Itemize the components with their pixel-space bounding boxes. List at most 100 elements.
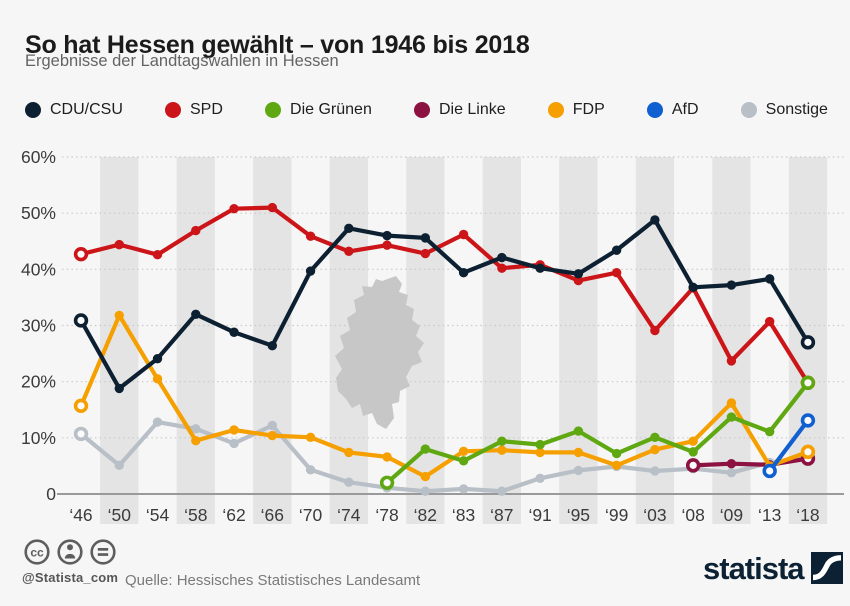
- x-axis-label: ‘50: [108, 505, 132, 525]
- data-point: [114, 310, 124, 321]
- data-point: [344, 477, 354, 487]
- data-point: [573, 426, 584, 436]
- data-point: [382, 452, 392, 462]
- background-bands: [100, 157, 828, 524]
- data-point-open: [685, 458, 701, 473]
- svg-text:cc: cc: [30, 546, 44, 560]
- legend-item-spd: SPD: [165, 101, 223, 119]
- legend-label: SPD: [190, 101, 223, 118]
- data-point-open: [73, 313, 89, 328]
- data-point: [191, 309, 201, 319]
- cc-by-icon: [57, 539, 83, 565]
- data-point: [764, 316, 775, 327]
- x-axis-label: ‘87: [490, 505, 513, 525]
- data-point-open: [73, 246, 89, 262]
- x-axis-label: ‘03: [643, 505, 666, 525]
- series-cdu-csu: [73, 215, 816, 394]
- legend-dot-spd: [165, 102, 181, 118]
- data-point-open: [800, 335, 816, 350]
- legend-label: AfD: [671, 101, 699, 118]
- legend-dot-sonstige: [740, 102, 757, 118]
- data-point: [229, 327, 239, 337]
- data-point: [535, 473, 545, 483]
- data-point: [305, 465, 316, 475]
- x-axis-label: ‘54: [146, 505, 170, 525]
- legend-label: Die Grünen: [290, 101, 372, 118]
- x-axis-label: ‘09: [720, 505, 743, 525]
- legend-item-die-gr-nen: Die Grünen: [265, 101, 372, 119]
- y-axis-label: 60%: [21, 147, 56, 167]
- data-point: [726, 467, 737, 478]
- data-point: [152, 374, 163, 384]
- data-point: [535, 263, 545, 273]
- data-point: [458, 229, 469, 240]
- data-point: [420, 248, 431, 259]
- data-point: [267, 430, 277, 441]
- page-subtitle: Ergebnisse der Landtagswahlen in Hessen: [25, 52, 339, 70]
- axis-labels: 60% 50% 40% 30% 20% 10% 0 ‘46 ‘50 ‘54 ‘58 ‘62 ‘66 ‘70…: [21, 147, 820, 525]
- data-point: [229, 425, 239, 435]
- data-point: [382, 240, 392, 250]
- series-die-gr-nen: [379, 375, 816, 490]
- chart-band: [559, 157, 598, 524]
- data-point: [611, 460, 622, 471]
- data-point: [535, 439, 545, 450]
- legend-dot-die-linke: [413, 102, 430, 118]
- data-point: [688, 447, 698, 457]
- data-point: [114, 460, 124, 471]
- statista-logo-mark: [810, 552, 843, 584]
- data-point: [114, 383, 124, 394]
- legend-label: Sonstige: [765, 101, 828, 118]
- gridlines: [57, 156, 844, 495]
- data-series: [73, 202, 816, 496]
- data-point: [726, 412, 737, 422]
- cc-nd-icon: [90, 539, 116, 565]
- data-point: [611, 448, 622, 459]
- x-axis-label: ‘46: [69, 505, 92, 525]
- series-line-cdu-csu: [78, 217, 810, 391]
- x-axis-label: ‘13: [758, 505, 781, 525]
- y-axis-label: 0: [46, 484, 56, 504]
- legend: CDU/CSU SPD Die Grünen Die Linke FDP AfD Sonst…: [25, 96, 828, 124]
- data-point: [726, 398, 737, 408]
- data-point: [458, 446, 469, 457]
- data-point: [688, 282, 698, 293]
- data-point: [267, 202, 277, 213]
- data-point: [764, 426, 775, 437]
- series-fdp: [73, 310, 816, 482]
- data-point-open: [379, 475, 395, 490]
- data-point-open: [73, 398, 89, 414]
- hessen-map-silhouette: [335, 276, 424, 429]
- series-line-afd: [767, 418, 810, 474]
- legend-item-fdp: FDP: [547, 101, 605, 119]
- data-point: [420, 233, 431, 243]
- y-axis-label: 50%: [21, 203, 56, 223]
- data-point: [458, 268, 469, 278]
- data-point: [305, 432, 316, 442]
- y-axis-label: 40%: [21, 259, 56, 279]
- x-axis-label: ‘74: [337, 505, 361, 525]
- cc-icon: cc: [24, 539, 50, 565]
- series-line-die-gr-nen: [385, 380, 810, 485]
- data-point-open: [762, 463, 777, 479]
- data-point: [191, 424, 201, 434]
- statista-logo: statista: [703, 549, 843, 587]
- x-axis-label: ‘91: [528, 505, 551, 525]
- legend-label: FDP: [572, 101, 605, 118]
- data-point-open: [800, 413, 816, 428]
- cc-license-icons: cc: [24, 539, 116, 565]
- data-point: [611, 268, 622, 278]
- x-axis-label: ‘78: [375, 505, 398, 525]
- data-point: [114, 239, 124, 250]
- data-point: [535, 447, 545, 458]
- data-point: [458, 456, 469, 466]
- data-point: [152, 250, 163, 260]
- data-point: [650, 444, 660, 455]
- x-axis-label: ‘58: [184, 505, 207, 525]
- legend-dot-cdu-csu: [25, 102, 41, 118]
- data-point: [497, 436, 507, 446]
- data-point: [497, 486, 507, 496]
- data-point: [688, 436, 698, 446]
